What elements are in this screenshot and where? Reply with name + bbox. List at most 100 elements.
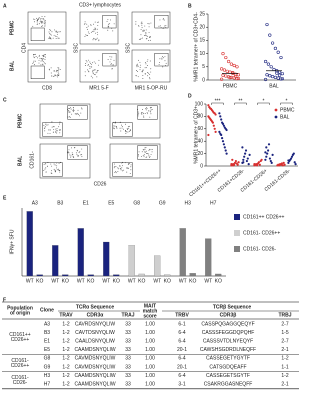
flow-event [115,121,116,123]
flow-event [136,66,138,68]
flow-event [43,18,45,20]
flow-event [96,70,98,72]
significance-bracket [234,102,247,105]
data-point [235,65,239,69]
flow-event [84,71,86,73]
flow-event [110,58,112,60]
table-cell: CD26++ [11,337,30,343]
flow-event [141,112,142,113]
data-point [221,137,224,140]
flow-event [43,127,45,129]
flow-event [98,40,100,42]
flow-event [84,65,86,66]
flow-event [44,23,46,25]
data-point [220,118,223,121]
data-point [282,161,285,164]
y-axis-label: IFNγ+ SFU [9,229,15,254]
data-point [244,149,248,152]
flow-event [113,127,115,129]
data-point [224,149,227,152]
flow-event [68,149,70,151]
flow-event [164,60,166,62]
flow-event [136,64,138,66]
flow-event [140,28,142,30]
flow-event [86,35,88,36]
flow-event [51,31,53,33]
flow-event [125,131,127,132]
flow-event [90,63,92,65]
flow-event [88,33,90,34]
flow-event [143,69,144,71]
flow-event [40,58,42,60]
flow-event [139,61,141,63]
table-cell: 1-2 [62,347,69,353]
flow-event [67,151,69,153]
clone-label: A3 [32,200,38,206]
flow-event [111,56,113,58]
flow-event [59,171,61,173]
y-tick-label: 15 [199,38,205,44]
data-point [258,163,261,166]
flow-event [53,34,55,36]
flow-event [96,76,98,78]
table-cell: 1-2 [62,382,69,388]
bar-label: WT [26,278,34,284]
flow-event [94,32,96,34]
flow-event [32,25,34,27]
table-cell: 1-2 [62,356,69,362]
table-cell: CASSSVTDLNYEQYF [203,339,253,345]
flow-event [40,64,42,66]
flow-event [119,165,121,167]
table-header: TCRβ Sequence [213,304,252,310]
flow-event [110,63,112,65]
flow-event [138,59,140,61]
flow-event [137,76,139,78]
flow-event [39,17,41,19]
flow-event [115,171,117,173]
flow-event [141,151,143,153]
flow-event [146,65,148,66]
flow-event [148,155,150,157]
flow-event [112,30,114,32]
gate [67,145,88,160]
flow-event [91,30,93,32]
flow-event [71,147,73,149]
flow-event [107,29,109,31]
flow-event [58,162,60,164]
flow-event [57,74,58,76]
flow-event [147,113,149,115]
flow-event [33,60,35,62]
gate [42,162,63,177]
table-cell: 33 [125,339,131,345]
table-cell: 2-7 [281,321,288,327]
flow-event [125,132,127,134]
flow-event [81,148,83,150]
flow-event [44,54,46,56]
flow-event [138,112,140,114]
gate [137,105,158,120]
flow-event [146,112,148,113]
flow-event [141,24,143,26]
data-point [237,161,240,164]
table-cell: CAVTDSNYQLIW [75,330,115,336]
significance: *** [215,98,221,104]
row-label: BAL [17,156,23,166]
flow-event [114,166,116,167]
bar [205,238,212,277]
flow-event [79,115,80,117]
table-cell: 33 [125,356,131,362]
flow-event [113,128,115,130]
bar [87,274,94,277]
table-cell: 2-1 [281,347,288,353]
table-cell: 33 [125,347,131,353]
flow-event [76,113,78,115]
flow-event [57,67,59,69]
flow-event [159,19,161,21]
y-tick-label: 20 [199,25,205,31]
flow-event [112,64,114,66]
flow-event [114,125,116,127]
flow-event [53,70,55,71]
data-point [287,159,290,162]
flow-event [96,37,98,39]
